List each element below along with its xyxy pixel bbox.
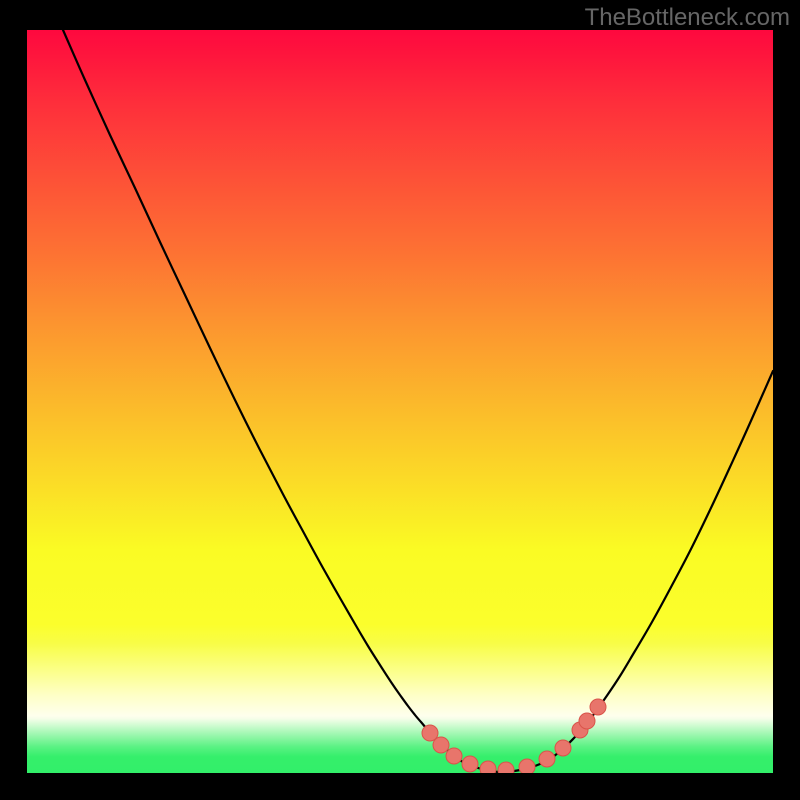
frame-right (773, 0, 800, 800)
marker-point (579, 713, 595, 729)
marker-point (539, 751, 555, 767)
gradient-background (27, 30, 773, 773)
chart-svg (0, 0, 800, 800)
marker-point (590, 699, 606, 715)
frame-left (0, 0, 27, 800)
marker-point (555, 740, 571, 756)
marker-point (446, 748, 462, 764)
marker-point (462, 756, 478, 772)
chart-container: { "canvas": { "width": 800, "height": 80… (0, 0, 800, 800)
watermark-text: TheBottleneck.com (585, 4, 790, 32)
marker-point (433, 737, 449, 753)
frame-bottom (0, 773, 800, 800)
